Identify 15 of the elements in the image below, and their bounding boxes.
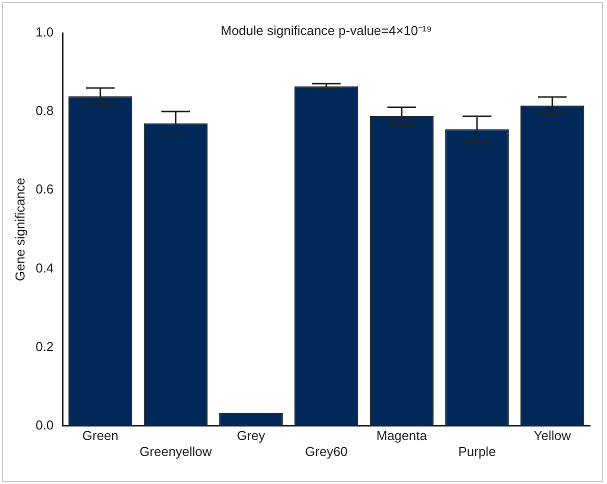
chart-title: Module significance p-value=4×10⁻¹⁹ <box>220 23 432 38</box>
y-tick-label: 0.0 <box>36 417 54 432</box>
y-tick-label: 0.6 <box>36 182 54 197</box>
x-tick-label: Yellow <box>534 428 572 444</box>
x-tick-label: Grey <box>236 428 266 444</box>
y-tick-label: 0.2 <box>36 338 54 354</box>
x-tick-label: Magenta <box>376 428 428 444</box>
y-axis-title: Gene significance <box>12 178 28 282</box>
x-tick-label: Purple <box>458 444 496 459</box>
x-tick-label: Grey60 <box>305 444 348 459</box>
y-tick-label: 1.0 <box>36 24 54 40</box>
y-tick-label: 0.8 <box>36 103 54 118</box>
y-tick-label: 0.4 <box>36 260 54 276</box>
x-tick-label: Greenyellow <box>140 444 212 459</box>
x-tick-label: Green <box>82 428 118 444</box>
